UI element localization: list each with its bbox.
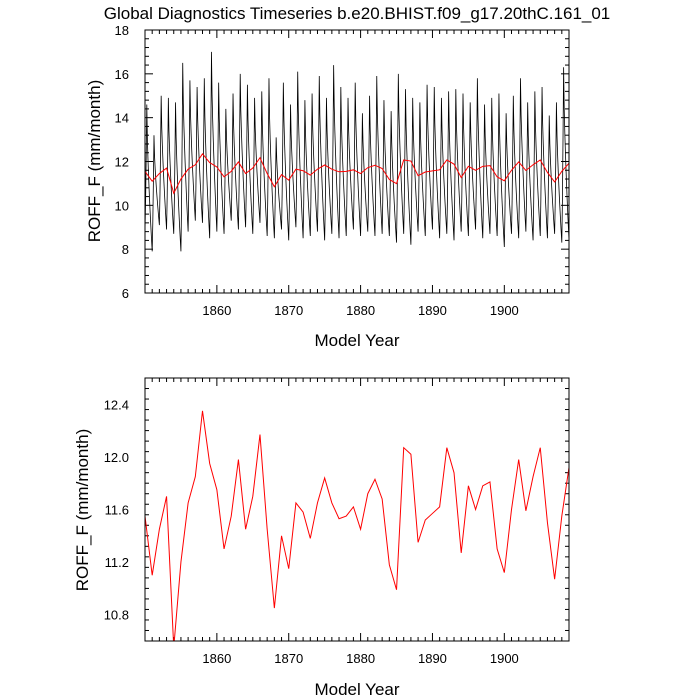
top-y-tick-label: 12: [115, 155, 129, 170]
top-y-tick-label: 10: [115, 198, 129, 213]
top-x-tick-label: 1880: [346, 303, 375, 318]
top-x-tick-label: 1860: [202, 303, 231, 318]
top-series-annual-mean: [145, 152, 569, 195]
top-y-tick-label: 8: [122, 242, 129, 257]
top-panel-series: [145, 51, 569, 252]
top-x-axis-label: Model Year: [314, 331, 399, 350]
bottom-panel-frame: [144, 377, 570, 642]
bottom-panel-series: [145, 410, 569, 641]
chart-title: Global Diagnostics Timeseries b.e20.BHIS…: [104, 4, 611, 23]
top-x-tick-label: 1890: [418, 303, 447, 318]
top-y-tick-label: 16: [115, 67, 129, 82]
top-x-tick-label: 1900: [490, 303, 519, 318]
bottom-x-tick-label: 1900: [490, 651, 519, 666]
top-panel-ticks: 1860 1870 1880 1890 1900 6 8 10 12 14 16 18: [115, 23, 570, 318]
bottom-y-tick-label: 12.4: [104, 397, 129, 412]
top-panel: 1860 1870 1880 1890 1900 6 8 10 12 14 16 18 Model Y…: [85, 23, 570, 350]
top-y-tick-label: 14: [115, 111, 129, 126]
top-y-axis-label: ROFF_F (mm/month): [85, 80, 104, 242]
bottom-x-tick-label: 1880: [346, 651, 375, 666]
bottom-series-annual-mean: [145, 410, 569, 641]
top-y-tick-label: 6: [122, 286, 129, 301]
bottom-y-axis-label: ROFF_F (mm/month): [73, 429, 92, 591]
bottom-y-tick-label: 11.6: [105, 503, 129, 518]
bottom-y-tick-label: 11.2: [105, 555, 129, 570]
bottom-x-tick-label: 1860: [202, 651, 231, 666]
bottom-x-tick-label: 1890: [418, 651, 447, 666]
bottom-panel-ticks: 1860 1870 1880 1890 1900 10.8 11.2 11.6 12.0 12.4: [104, 377, 570, 666]
bottom-x-axis-label: Model Year: [314, 680, 399, 699]
bottom-x-tick-label: 1870: [274, 651, 303, 666]
top-x-tick-label: 1870: [274, 303, 303, 318]
bottom-y-tick-label: 10.8: [104, 608, 129, 623]
bottom-y-tick-label: 12.0: [104, 450, 129, 465]
top-y-tick-label: 18: [115, 23, 129, 38]
bottom-panel: 1860 1870 1880 1890 1900 10.8 11.2 11.6 12.0 12.4…: [73, 377, 570, 699]
top-series-monthly: [145, 51, 569, 252]
top-panel-frame: [144, 29, 570, 294]
